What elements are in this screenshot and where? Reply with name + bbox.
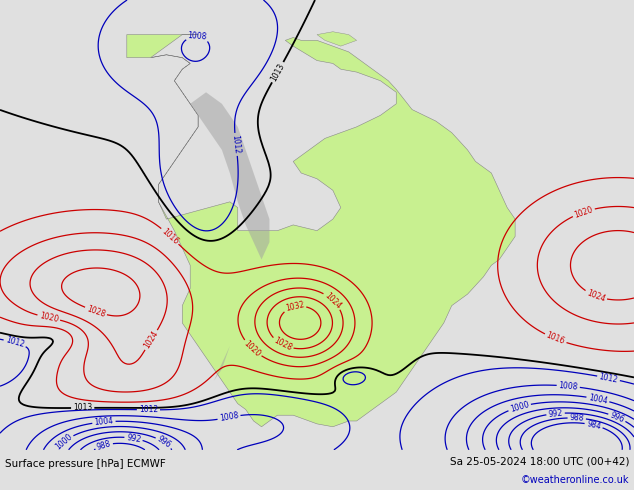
Text: 992: 992 [548,409,563,419]
Text: 1008: 1008 [559,381,578,392]
Text: 1024: 1024 [142,329,160,350]
Text: 1020: 1020 [39,311,59,324]
Text: 1012: 1012 [598,372,619,385]
Text: 1000: 1000 [53,432,74,452]
Polygon shape [317,32,356,46]
Text: 1013: 1013 [269,62,287,83]
Text: 1024: 1024 [323,291,343,311]
Text: 1004: 1004 [588,393,609,406]
Text: ©weatheronline.co.uk: ©weatheronline.co.uk [521,475,629,485]
Text: 1008: 1008 [219,411,239,423]
Text: 1024: 1024 [585,288,607,304]
Polygon shape [190,92,269,381]
Text: 1016: 1016 [545,331,566,346]
Text: 1008: 1008 [187,31,207,42]
Text: 988: 988 [569,413,584,423]
Text: 1020: 1020 [242,339,262,359]
Text: 1012: 1012 [4,336,25,350]
Text: Surface pressure [hPa] ECMWF: Surface pressure [hPa] ECMWF [5,459,165,469]
Text: 1000: 1000 [509,400,530,414]
Text: 1020: 1020 [573,205,594,220]
Text: 996: 996 [609,410,626,424]
Text: 1012: 1012 [231,134,242,154]
Text: 1028: 1028 [272,336,293,353]
Polygon shape [127,35,198,58]
Text: 1016: 1016 [160,226,180,246]
Text: 1032: 1032 [285,300,305,313]
Text: 984: 984 [586,419,602,431]
Text: 1013: 1013 [73,403,93,413]
Text: 996: 996 [155,435,172,450]
Text: 988: 988 [96,439,112,452]
Text: 1004: 1004 [94,416,114,427]
Text: Sa 25-05-2024 18:00 UTC (00+42): Sa 25-05-2024 18:00 UTC (00+42) [450,457,629,467]
Text: 992: 992 [126,433,141,444]
Text: 1012: 1012 [139,405,158,415]
Polygon shape [150,38,515,427]
Text: 1028: 1028 [86,304,107,319]
